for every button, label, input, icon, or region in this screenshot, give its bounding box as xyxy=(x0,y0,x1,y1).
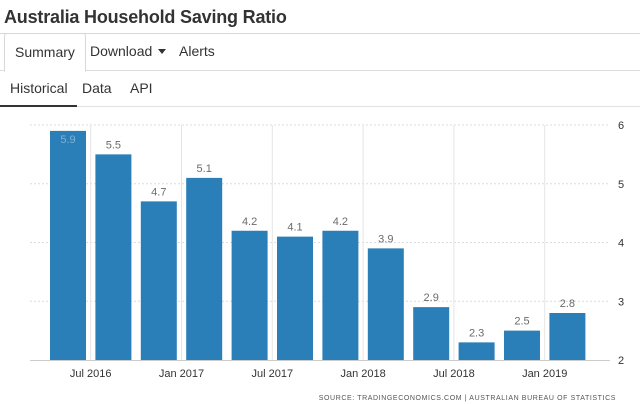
subtab-data-label: Data xyxy=(82,80,112,96)
bar-value-label: 2.3 xyxy=(469,327,484,339)
bar-value-label: 4.2 xyxy=(333,216,348,228)
bar[interactable] xyxy=(277,236,313,360)
tab-summary[interactable]: Summary xyxy=(4,33,86,72)
bar[interactable] xyxy=(458,342,495,360)
x-tick-label: Jan 2017 xyxy=(159,368,204,380)
bar[interactable] xyxy=(549,313,586,360)
tab-download[interactable]: Download xyxy=(80,33,176,71)
bar-value-label: 2.5 xyxy=(514,316,529,328)
tab-summary-label: Summary xyxy=(15,44,75,60)
sub-tab-bar: Historical Data API xyxy=(0,71,640,107)
bar[interactable] xyxy=(50,130,86,360)
subtab-historical-label: Historical xyxy=(10,80,68,96)
y-tick-label: 5 xyxy=(618,179,624,191)
tab-download-label: Download xyxy=(90,43,153,59)
bar[interactable] xyxy=(504,330,540,360)
bar-value-label: 4.2 xyxy=(242,216,257,228)
y-tick-label: 3 xyxy=(618,296,624,308)
x-tick-label: Jul 2016 xyxy=(70,368,112,380)
x-tick-label: Jul 2017 xyxy=(252,368,294,380)
bar-value-label: 5.1 xyxy=(197,163,212,175)
bar-value-label: 2.9 xyxy=(424,292,439,304)
bar[interactable] xyxy=(186,177,223,360)
chart-y-axis: 2 3 4 5 6 xyxy=(618,120,624,367)
main-tab-bar: Summary Download Alerts xyxy=(0,33,640,72)
subtab-historical[interactable]: Historical xyxy=(0,71,77,107)
chevron-down-icon xyxy=(158,48,167,54)
y-tick-label: 2 xyxy=(618,355,624,367)
chart-x-axis: Jul 2016 Jan 2017 Jul 2017 Jan 2018 Jul 2018… xyxy=(70,368,567,380)
tab-alerts[interactable]: Alerts xyxy=(169,33,225,71)
bar[interactable] xyxy=(413,307,450,360)
page-title: Australia Household Saving Ratio xyxy=(4,7,287,27)
subtab-data[interactable]: Data xyxy=(82,71,112,107)
chart-data-labels: 5.9 5.5 4.7 5.1 4.2 4.1 4.2 3.9 2.9 2.3 2.5 2.8 xyxy=(60,134,575,340)
bar[interactable] xyxy=(95,154,132,360)
bar-value-label: 5.9 xyxy=(60,134,75,146)
bar-value-label: 4.7 xyxy=(151,186,166,198)
bar-value-label: 2.8 xyxy=(560,298,575,310)
chart-source: SOURCE: TRADINGECONOMICS.COM | AUSTRALIA… xyxy=(318,395,616,402)
bar-value-label: 4.1 xyxy=(287,222,302,234)
tab-alerts-label: Alerts xyxy=(179,43,215,59)
bar-value-label: 5.5 xyxy=(106,139,121,151)
chart-bars xyxy=(50,130,586,360)
y-tick-label: 6 xyxy=(618,120,624,132)
y-tick-label: 4 xyxy=(618,238,624,250)
saving-ratio-bar-chart: 5.9 5.5 4.7 5.1 4.2 4.1 4.2 3.9 2.9 2.3 2.5 2.8 2 3 4… xyxy=(30,120,624,380)
x-tick-label: Jan 2019 xyxy=(522,368,567,380)
bar[interactable] xyxy=(322,230,359,360)
bar[interactable] xyxy=(231,230,268,360)
subtab-api-label: API xyxy=(130,80,153,96)
bar[interactable] xyxy=(367,248,404,360)
bar[interactable] xyxy=(140,201,177,360)
bar-value-label: 3.9 xyxy=(378,233,393,245)
x-tick-label: Jul 2018 xyxy=(433,368,475,380)
x-tick-label: Jan 2018 xyxy=(340,368,385,380)
subtab-api[interactable]: API xyxy=(130,71,153,107)
